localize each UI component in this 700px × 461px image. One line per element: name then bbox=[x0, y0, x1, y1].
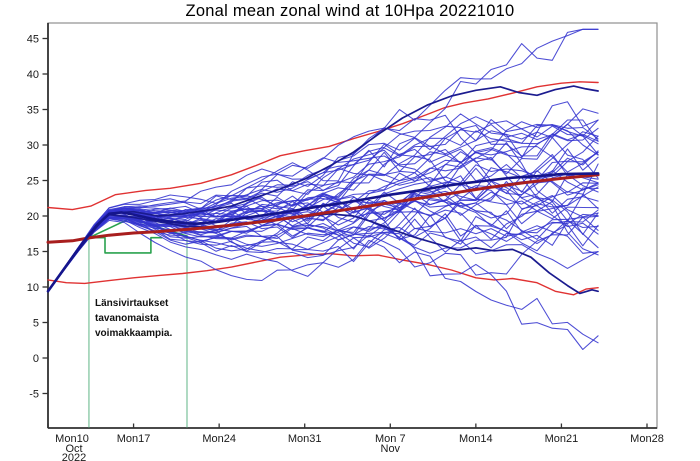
ensemble-member-line bbox=[47, 28, 599, 292]
x-tick-label: Mon14 bbox=[459, 433, 493, 445]
x-tick-label: Mon17 bbox=[117, 433, 151, 445]
x-sub-label: Nov bbox=[381, 443, 401, 455]
x-tick-label: Mon24 bbox=[202, 433, 236, 445]
ensemble-member-line bbox=[47, 124, 599, 292]
green-annotation-step bbox=[88, 236, 163, 254]
y-tick-label: 30 bbox=[27, 140, 39, 152]
y-tick-label: 25 bbox=[27, 175, 39, 187]
member-high-dark-line bbox=[47, 85, 599, 293]
y-tick-label: 40 bbox=[27, 69, 39, 81]
y-tick-label: 20 bbox=[27, 211, 39, 223]
x-sub-label: Oct bbox=[65, 443, 82, 455]
annotation-line: Länsivirtaukset bbox=[95, 298, 169, 309]
ensemble-member-line bbox=[47, 191, 599, 293]
x-tick-label: Mon31 bbox=[288, 433, 322, 445]
y-tick-label: -5 bbox=[29, 388, 39, 400]
annotation-text: Länsivirtaukset tavanomaista voimakkaamp… bbox=[95, 296, 205, 341]
y-tick-label: 0 bbox=[33, 353, 39, 365]
ensemble-mean-line bbox=[46, 172, 600, 293]
y-tick-label: 5 bbox=[33, 317, 39, 329]
ensemble-member-line bbox=[47, 101, 599, 292]
ensemble-member-line bbox=[47, 194, 599, 293]
y-tick-label: 10 bbox=[27, 282, 39, 294]
annotation-line: voimakkaampia. bbox=[95, 328, 173, 339]
x-tick-label: Mon10 bbox=[55, 433, 89, 445]
y-tick-label: 35 bbox=[27, 104, 39, 116]
ensemble-member-line bbox=[47, 147, 599, 292]
ensemble-member-line bbox=[47, 114, 599, 292]
ensemble-member-line bbox=[47, 173, 599, 292]
x-tick-label: Mon28 bbox=[630, 433, 664, 445]
y-tick-label: 15 bbox=[27, 246, 39, 258]
ensemble-member-line bbox=[47, 116, 599, 292]
x-tick-label: Mon21 bbox=[545, 433, 579, 445]
chart-title: Zonal mean zonal wind at 10Hpa 20221010 bbox=[185, 2, 515, 20]
climatology-mean-line bbox=[46, 173, 600, 244]
ensemble-member-line bbox=[47, 207, 599, 293]
x-tick-label: Mon 7 bbox=[375, 433, 406, 445]
x-sub-label: 2022 bbox=[62, 452, 86, 461]
annotation-line: tavanomaista bbox=[95, 313, 159, 324]
climatology-lower-line bbox=[47, 252, 599, 296]
member-low-dark-line bbox=[47, 213, 599, 295]
ensemble-member-line bbox=[47, 209, 599, 351]
y-tick-label: 45 bbox=[27, 33, 39, 45]
ensemble-member-line bbox=[47, 28, 599, 292]
